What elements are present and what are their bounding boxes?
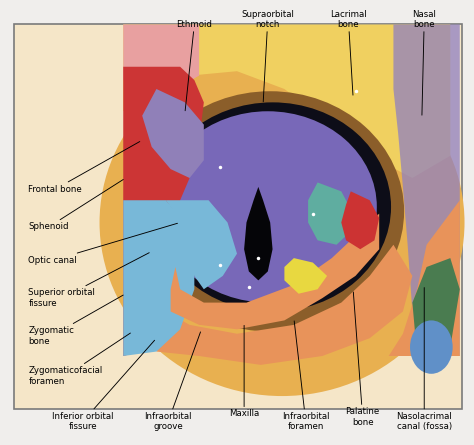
Ellipse shape [159, 111, 377, 303]
Polygon shape [244, 187, 273, 280]
Ellipse shape [154, 102, 391, 312]
FancyBboxPatch shape [14, 24, 462, 409]
Text: Optic canal: Optic canal [28, 223, 177, 265]
Text: Sphenoid: Sphenoid [28, 179, 123, 231]
Text: Zygomaticofacial
foramen: Zygomaticofacial foramen [28, 333, 130, 386]
Polygon shape [171, 214, 379, 329]
Polygon shape [389, 200, 460, 356]
Polygon shape [123, 24, 450, 178]
Text: Inferior orbital
fissure: Inferior orbital fissure [52, 340, 155, 431]
Polygon shape [123, 67, 204, 356]
Text: Nasal
bone: Nasal bone [412, 9, 436, 115]
Text: Ethmoid: Ethmoid [176, 20, 212, 111]
Ellipse shape [410, 320, 453, 374]
Text: Palatine
bone: Palatine bone [346, 292, 380, 427]
Text: Frontal bone: Frontal bone [28, 142, 140, 194]
Polygon shape [341, 191, 379, 249]
Text: Nasolacrimal
canal (fossa): Nasolacrimal canal (fossa) [396, 287, 452, 431]
Text: Supraorbital
notch: Supraorbital notch [241, 9, 294, 102]
Text: Zygomatic
bone: Zygomatic bone [28, 295, 123, 346]
Text: Maxilla: Maxilla [229, 325, 259, 418]
Ellipse shape [100, 49, 465, 396]
Ellipse shape [136, 91, 404, 332]
Polygon shape [308, 182, 351, 245]
Polygon shape [142, 89, 204, 178]
Polygon shape [393, 24, 460, 356]
Polygon shape [412, 258, 460, 356]
Text: Infraorbital
groove: Infraorbital groove [145, 332, 201, 431]
Polygon shape [123, 200, 194, 356]
Polygon shape [284, 258, 327, 294]
Polygon shape [156, 245, 412, 365]
Text: Infraorbital
foramen: Infraorbital foramen [282, 321, 329, 431]
Text: Superior orbital
fissure: Superior orbital fissure [28, 253, 149, 308]
Polygon shape [123, 24, 199, 89]
Polygon shape [166, 200, 237, 289]
Text: Lacrimal
bone: Lacrimal bone [330, 9, 367, 95]
